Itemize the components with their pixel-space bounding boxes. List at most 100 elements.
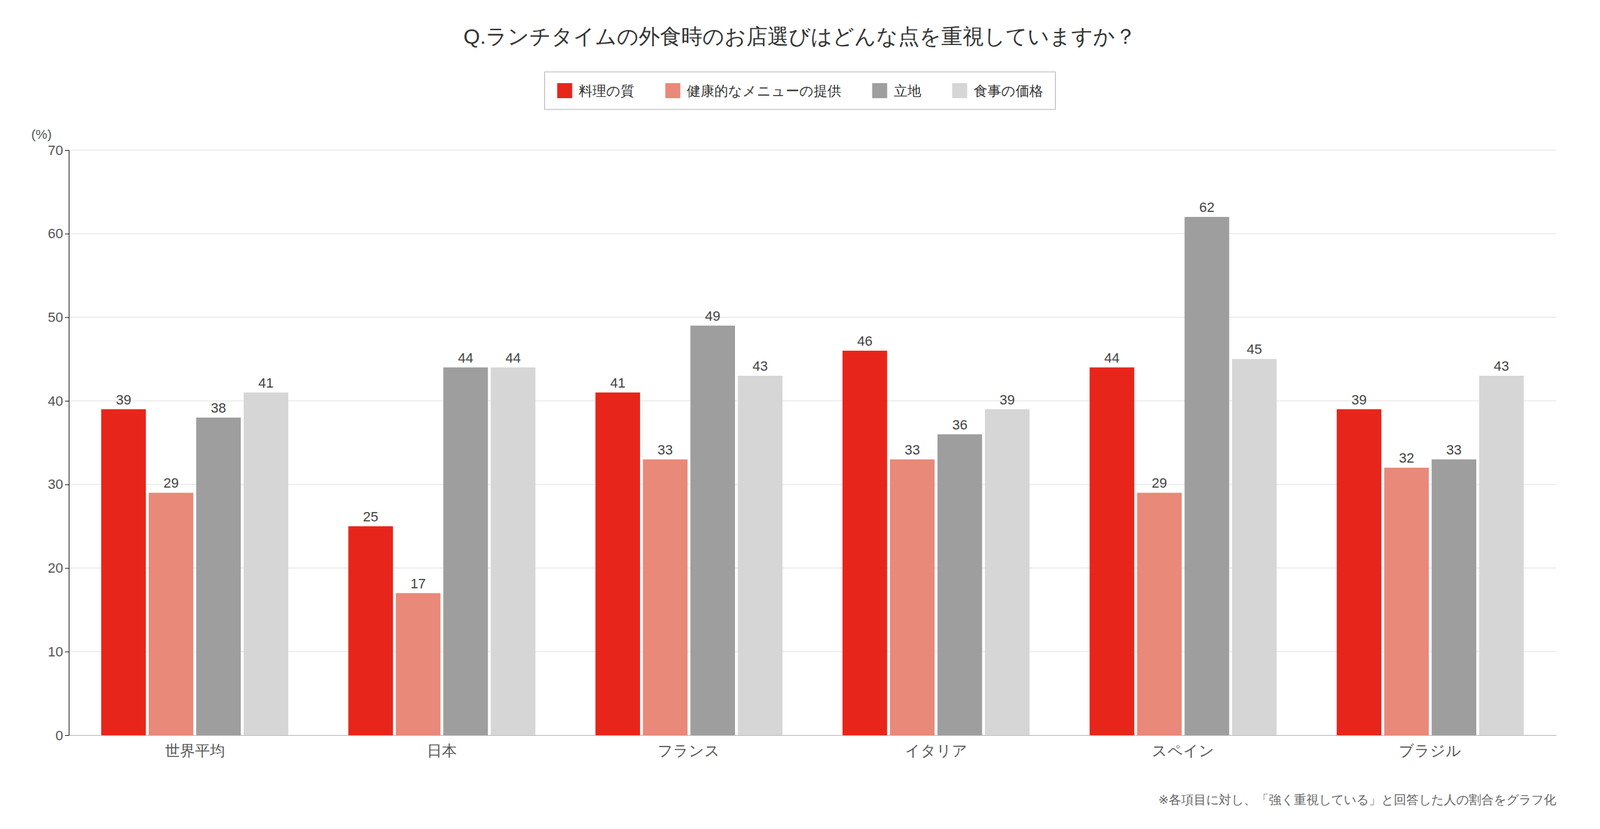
bar: [738, 375, 783, 735]
data-label: 45: [1246, 341, 1262, 357]
data-label: 62: [1199, 199, 1215, 215]
data-label: 41: [610, 375, 625, 391]
x-tick-label: 世界平均: [165, 741, 225, 759]
data-label: 49: [705, 308, 720, 324]
grid-line: [68, 567, 1557, 569]
data-label: 44: [458, 350, 474, 366]
y-axis: 010203040506070: [48, 142, 70, 744]
bar: [1336, 409, 1382, 735]
bar: [643, 459, 688, 735]
x-tick-label: スペイン: [1151, 741, 1215, 759]
y-tick-mark: [65, 400, 69, 402]
data-label: 38: [210, 400, 226, 416]
bar: [690, 325, 735, 735]
y-tick: 10: [48, 643, 69, 660]
y-tick: 30: [48, 476, 69, 492]
x-tick: スペイン: [1151, 741, 1215, 759]
bars: [101, 216, 1524, 735]
legend-item: 料理の質: [557, 83, 635, 99]
bar: [148, 492, 194, 735]
bar: [890, 459, 935, 735]
data-label: 41: [258, 375, 274, 391]
grid-line: [68, 316, 1557, 318]
legend-swatch: [952, 83, 968, 99]
legend-item: 立地: [872, 83, 922, 99]
bar: [1089, 367, 1134, 735]
grid: [68, 150, 1557, 735]
x-tick-label: 日本: [426, 741, 457, 759]
y-axis-label: (%): [31, 126, 52, 142]
y-tick-mark: [65, 233, 69, 235]
bar: [842, 350, 887, 735]
x-tick-label: フランス: [657, 741, 720, 759]
data-label: 44: [505, 350, 521, 366]
grid-line: [68, 233, 1557, 234]
bar: [490, 367, 535, 735]
x-tick-label: ブラジル: [1398, 741, 1462, 759]
y-tick-mark: [65, 150, 69, 151]
legend-label: 食事の価格: [973, 83, 1044, 99]
bar: [348, 526, 393, 735]
data-label: 29: [163, 475, 179, 491]
data-label: 43: [752, 358, 768, 374]
x-tick: 世界平均: [165, 741, 225, 759]
data-label: 44: [1104, 350, 1120, 366]
grid-line: [68, 400, 1557, 402]
bar: [196, 417, 241, 735]
y-tick-label: 30: [48, 476, 64, 492]
grid-line: [68, 735, 1557, 736]
legend-item: 健康的なメニューの提供: [665, 83, 842, 99]
data-label: 36: [951, 416, 967, 433]
data-label: 29: [1151, 475, 1167, 491]
x-axis-line: [69, 735, 1557, 736]
title: Q.ランチタイムの外食時のお店選びはどんな点を重視していますか？: [463, 24, 1137, 49]
data-label: 39: [1351, 391, 1367, 408]
bar: [985, 409, 1030, 735]
bar: [395, 593, 440, 735]
data-label: 46: [857, 333, 873, 349]
data-label: 39: [115, 391, 131, 408]
y-tick-label: 40: [48, 393, 64, 409]
data-label: 39: [999, 391, 1015, 408]
bar: [443, 367, 488, 735]
data-label: 33: [1446, 441, 1462, 458]
y-tick-label: 70: [48, 142, 64, 159]
bar: [243, 392, 289, 735]
chart: Q.ランチタイムの外食時のお店選びはどんな点を重視していますか？ 0 10 20 30 4…: [0, 0, 1600, 829]
legend-label: 立地: [893, 83, 922, 99]
y-tick-mark: [65, 651, 69, 652]
y-axis-line: [65, 150, 70, 736]
grid-line: [68, 651, 1557, 652]
grid-line: [68, 483, 1557, 485]
y-tick-mark: [65, 484, 69, 485]
y-tick-mark: [65, 316, 69, 318]
y-tick-label: 60: [48, 225, 64, 242]
y-tick: 20: [48, 560, 69, 576]
y-tick: 40: [48, 393, 69, 409]
legend: 料理の質 健康的なメニューの提供 立地 食事の価格: [545, 71, 1056, 110]
data-labels: 3925414644392917333329323844493662334144…: [115, 199, 1509, 592]
y-tick: 70: [48, 142, 69, 159]
legend-swatch: [872, 83, 888, 99]
y-tick: 60: [48, 225, 69, 242]
bar: [1184, 216, 1229, 735]
legend-item: 食事の価格: [952, 83, 1044, 99]
bar-series: [243, 358, 1524, 735]
y-tick-mark: [65, 568, 69, 569]
data-label: 33: [657, 441, 673, 458]
bar: [1431, 459, 1477, 735]
data-label: 17: [410, 575, 426, 592]
legend-label: 健康的なメニューの提供: [686, 83, 842, 99]
data-label: 25: [363, 508, 379, 525]
y-tick-label: 20: [48, 560, 64, 576]
legend-swatch: [665, 83, 681, 99]
y-tick-label: 10: [48, 643, 64, 660]
bar-series: [196, 216, 1477, 735]
bar: [1384, 467, 1429, 735]
y-tick-mark: [65, 735, 69, 736]
y-tick-label: 0: [55, 727, 64, 744]
bar: [937, 434, 982, 735]
legend-swatch: [557, 83, 573, 99]
y-tick: 0: [55, 727, 69, 744]
footnote: ※各項目に対し、「強く重視している」と回答した人の割合をグラフ化: [1158, 792, 1557, 807]
